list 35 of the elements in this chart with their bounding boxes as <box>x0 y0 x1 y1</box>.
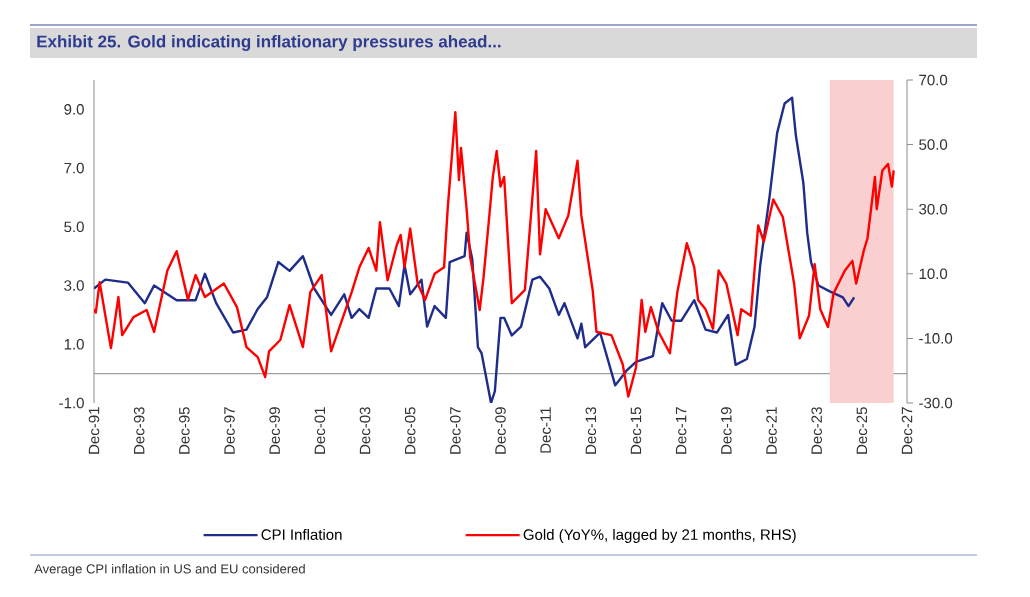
y-tick-label: 7.0 <box>64 162 84 174</box>
x-tick-label: Dec-13 <box>585 407 597 454</box>
x-tick-label: Dec-91 <box>88 407 100 454</box>
y2-tick-label: -10.0 <box>919 333 953 344</box>
y-tick-label: 1.0 <box>64 338 84 350</box>
x-tick-label: Dec-05 <box>404 407 416 454</box>
x-tick-label: Dec-95 <box>179 407 190 454</box>
x-tick-label: Dec-21 <box>766 407 777 454</box>
x-tick-label: Dec-97 <box>224 407 235 454</box>
x-tick-label: Dec-15 <box>630 407 642 454</box>
x-tick-label: Dec-11 <box>540 407 551 453</box>
x-tick-label: Dec-09 <box>495 407 506 454</box>
y-tick-label: -1.0 <box>59 397 84 409</box>
y2-tick-label: 30.0 <box>919 203 948 215</box>
x-tick-label: Dec-93 <box>133 407 145 454</box>
y-tick-label: 5.0 <box>64 221 84 233</box>
x-tick-label: Dec-03 <box>359 407 371 454</box>
legend-label: CPI Inflation <box>261 528 342 540</box>
legend-label: Gold (YoY%, lagged by 21 months, RHS) <box>523 528 796 543</box>
y2-tick-label: 70.0 <box>919 74 948 86</box>
chart-title: Exhibit 25. Gold indicating inflationary pressures ahead... <box>37 35 501 51</box>
y2-tick-label: -30.0 <box>919 397 953 409</box>
y-tick-label: 9.0 <box>64 104 84 115</box>
y-tick-label: 3.0 <box>64 280 84 291</box>
x-tick-label: Dec-23 <box>811 407 822 454</box>
x-tick-label: Dec-01 <box>314 407 326 454</box>
x-tick-label: Dec-19 <box>721 407 732 454</box>
x-tick-label: Dec-25 <box>856 407 868 454</box>
x-tick-label: Dec-07 <box>450 407 461 454</box>
text: Average CPI inflation in US and EU considered <box>34 563 305 577</box>
x-tick-label: Dec-99 <box>269 407 280 454</box>
y2-tick-label: 50.0 <box>919 139 948 150</box>
x-tick-label: Dec-27 <box>901 407 913 454</box>
y2-tick-label: 10.0 <box>919 268 948 280</box>
x-tick-label: Dec-17 <box>675 407 687 454</box>
